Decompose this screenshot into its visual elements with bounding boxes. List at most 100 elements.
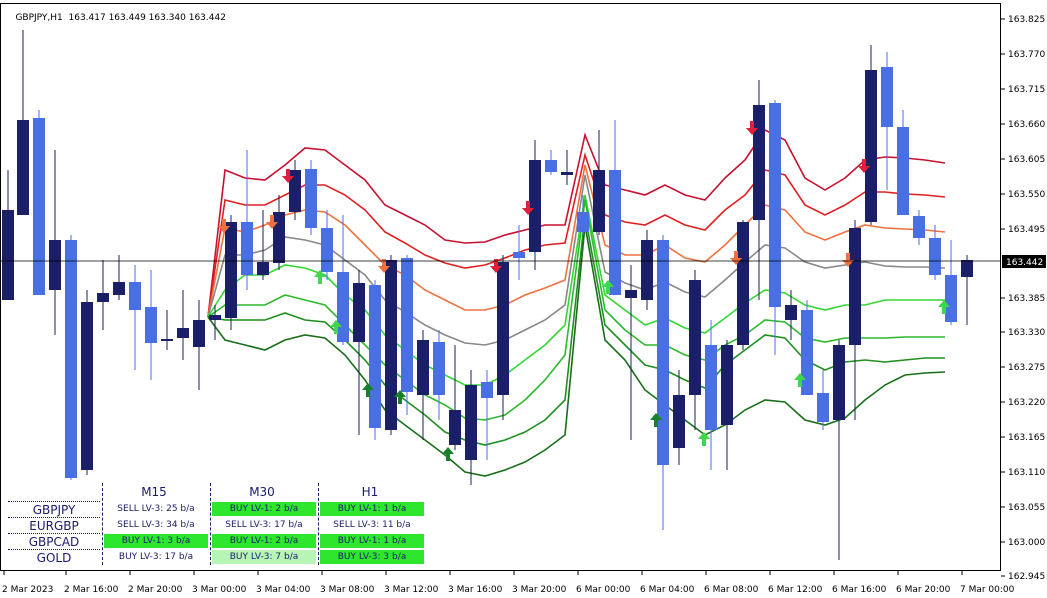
panel-symbol: GBPCAD: [8, 533, 100, 550]
candle-body: [241, 222, 253, 275]
time-label: 3 Mar 00:00: [192, 585, 247, 595]
band-line: [207, 152, 946, 318]
candle-body: [49, 240, 61, 290]
panel-cell: SELL LV-3: 34 b/a: [117, 520, 195, 530]
column-h1: H1: [361, 485, 379, 499]
sell-arrow-icon: [858, 159, 870, 173]
candle-body: [689, 280, 701, 395]
panel-cell: BUY LV-3: 7 b/a: [212, 550, 316, 564]
time-label: 6 Mar 20:00: [896, 585, 951, 595]
buy-arrow-icon: [442, 447, 454, 461]
panel-divider: [318, 483, 319, 565]
candle-body: [897, 127, 909, 215]
candle-body: [177, 328, 189, 338]
candle-body: [209, 315, 221, 320]
buy-arrow-icon: [650, 413, 662, 427]
buy-arrow-icon: [362, 383, 374, 397]
buy-arrow-icon: [602, 280, 614, 294]
candle-body: [961, 260, 973, 277]
candle-body: [65, 240, 77, 478]
candle-body: [801, 310, 813, 395]
candle-body: [433, 342, 445, 395]
ohlc-values: 163.417 163.449 163.340 163.442: [68, 13, 226, 23]
sell-arrow-icon: [522, 201, 534, 215]
candle-body: [337, 272, 349, 342]
panel-cell: BUY LV-3: 3 b/a: [320, 550, 424, 564]
candle-body: [657, 240, 669, 465]
price-label: 163.000: [1008, 538, 1045, 548]
time-label: 6 Mar 08:00: [704, 585, 759, 595]
time-axis: 2 Mar 2023 2 Mar 16:00 2 Mar 20:00 3 Mar 00…: [2, 571, 1015, 595]
time-label: 6 Mar 12:00: [768, 585, 823, 595]
column-m30: M30: [249, 485, 275, 499]
candle-body: [817, 393, 829, 422]
candle-body: [609, 170, 621, 295]
candle-body: [401, 258, 413, 392]
candle-body: [321, 228, 333, 272]
time-label: 3 Mar 16:00: [448, 585, 503, 595]
candle-body: [673, 395, 685, 448]
time-label: 2 Mar 16:00: [64, 585, 119, 595]
band-line: [207, 214, 945, 446]
panel-cell: BUY LV-1: 2 b/a: [212, 534, 316, 548]
sell-arrow-icon: [266, 215, 278, 229]
candles: [2, 30, 973, 560]
candle-body: [561, 172, 573, 175]
candle-body: [481, 382, 493, 398]
price-label: 163.385: [1008, 294, 1045, 304]
candle-body: [865, 70, 877, 222]
price-label: 163.220: [1008, 398, 1045, 408]
panel-cell: SELL LV-3: 17 b/a: [225, 520, 303, 530]
candle-body: [497, 262, 509, 395]
price-label: 163.110: [1008, 468, 1045, 478]
buy-arrow-icon: [394, 390, 406, 404]
candle-body: [417, 340, 429, 395]
price-label: 163.550: [1008, 190, 1045, 200]
price-label: 163.660: [1008, 120, 1045, 130]
current-price-label: 163.442: [1006, 258, 1043, 268]
band-line: [207, 164, 946, 318]
candle-body: [833, 345, 845, 420]
sell-arrow-icon: [282, 169, 294, 183]
candle-body: [193, 320, 205, 347]
candle-body: [289, 170, 301, 212]
band-line: [207, 194, 945, 386]
time-label: 3 Mar 20:00: [512, 585, 567, 595]
price-axis: 163.825 163.770 163.715 163.660 163.605 163.5…: [1001, 15, 1045, 582]
candle-body: [81, 302, 93, 470]
candle-body: [449, 410, 461, 445]
signal-panel: M15 M30 H1 GBPJPY SELL LV-3: 25 b/a BUY LV…: [8, 483, 428, 565]
price-label: 163.165: [1008, 433, 1045, 443]
panel-cell: BUY LV-1: 3 b/a: [104, 534, 208, 548]
candle-body: [97, 293, 109, 302]
candle-body: [305, 169, 317, 228]
buy-arrow-icon: [794, 373, 806, 387]
candle-body: [737, 222, 749, 345]
price-label: 163.275: [1008, 363, 1045, 373]
price-label: 163.330: [1008, 328, 1045, 338]
price-label: 162.945: [1008, 572, 1045, 582]
candle-body: [2, 210, 14, 300]
symbol-info: GBPJPY,H1 163.417 163.449 163.340 163.44…: [4, 3, 226, 33]
candle-body: [929, 238, 941, 275]
buy-arrow-icon: [314, 270, 326, 284]
candle-body: [273, 212, 285, 263]
sell-arrow-icon: [746, 121, 758, 135]
symbol-timeframe: GBPJPY,H1: [15, 13, 63, 23]
candle-body: [145, 307, 157, 343]
band-line: [207, 224, 946, 477]
time-label: 3 Mar 08:00: [320, 585, 375, 595]
sell-arrow-icon: [842, 253, 854, 267]
candle-body: [945, 275, 957, 322]
candle-body: [721, 345, 733, 425]
candle-body: [257, 262, 269, 275]
panel-cell: BUY LV-1: 2 b/a: [212, 502, 316, 516]
buy-arrow-icon: [698, 432, 710, 446]
panel-row: GOLD BUY LV-3: 17 b/a BUY LV-3: 7 b/a BUY L…: [8, 549, 428, 565]
panel-symbol: GOLD: [8, 549, 100, 566]
candle-body: [353, 283, 365, 342]
time-label: 3 Mar 12:00: [384, 585, 439, 595]
candle-body: [625, 290, 637, 298]
